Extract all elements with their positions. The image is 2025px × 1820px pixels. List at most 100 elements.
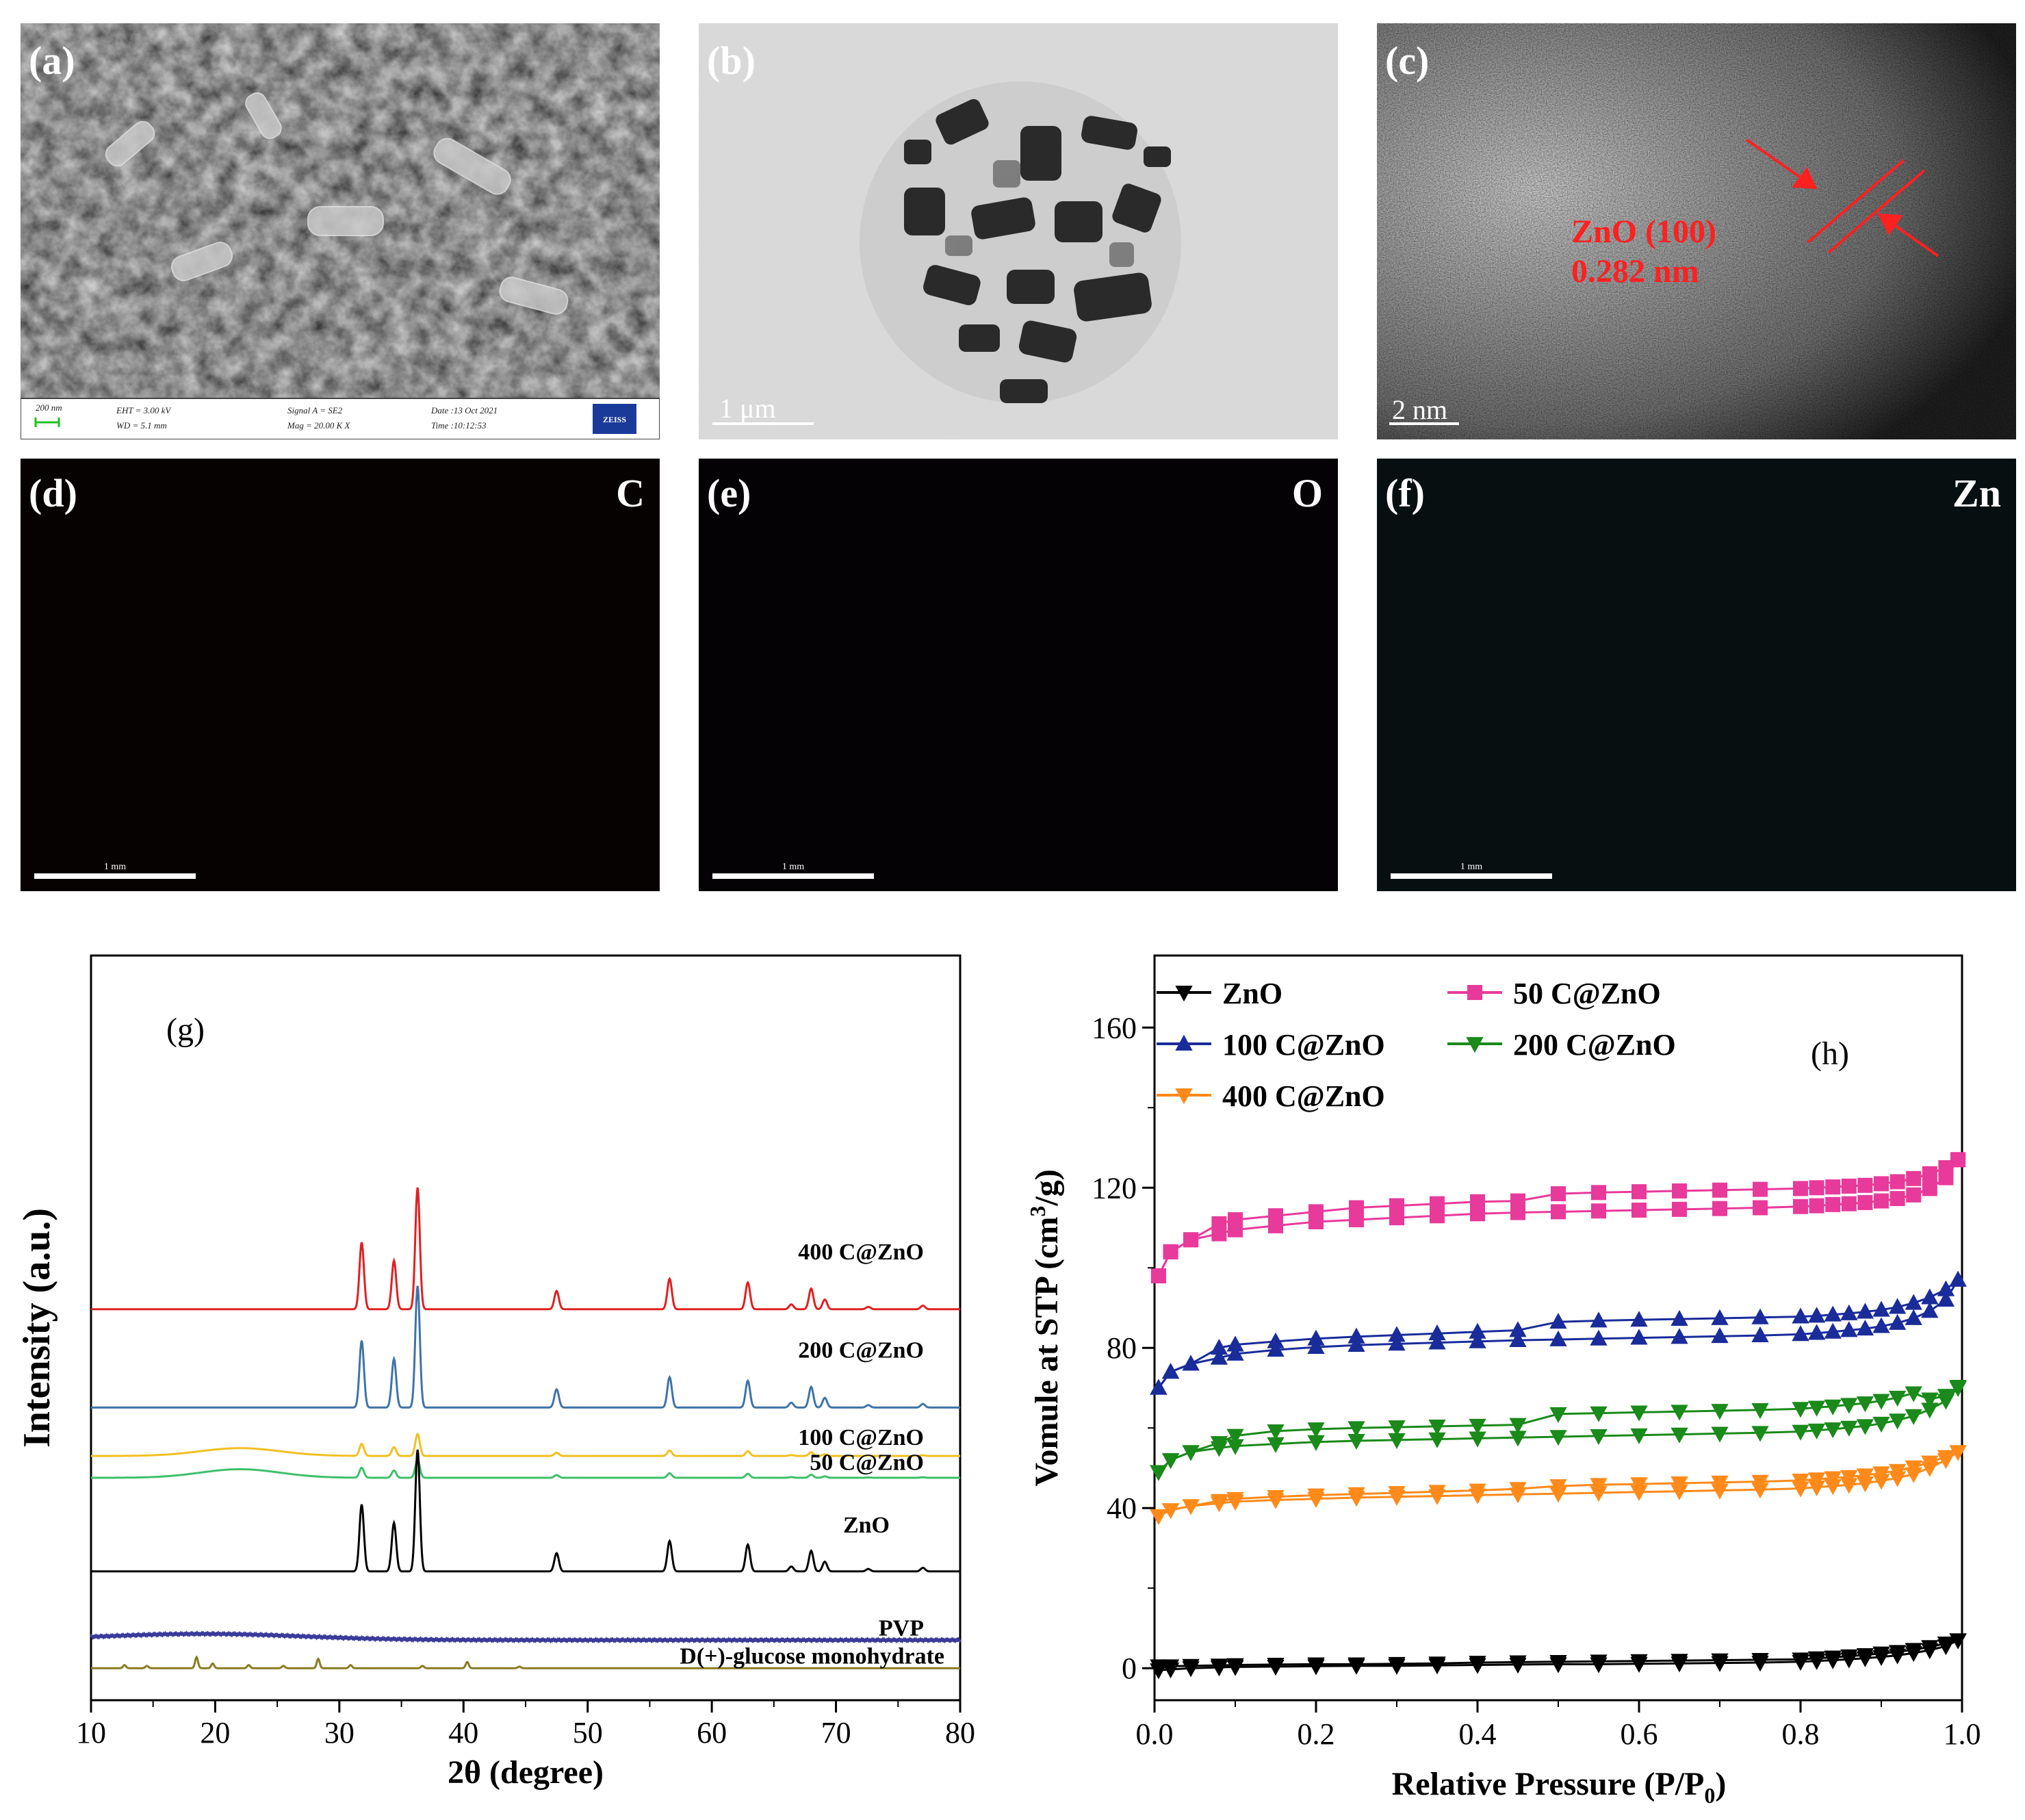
bet-point-100-c-zno bbox=[1630, 1311, 1648, 1327]
bet-point-400-c-zno bbox=[1590, 1486, 1608, 1502]
bet-point-200-c-zno bbox=[1671, 1405, 1688, 1421]
bet-point-100-c-zno bbox=[1549, 1330, 1567, 1346]
bet-point-50-c-zno bbox=[1389, 1198, 1404, 1214]
eds-zn-element: Zn bbox=[1952, 471, 2001, 515]
bet-point-zno bbox=[1840, 1649, 1858, 1665]
bet-point-200-c-zno bbox=[1921, 1402, 1939, 1419]
bet-point-50-c-zno bbox=[1922, 1166, 1937, 1181]
bet-point-100-c-zno bbox=[1307, 1329, 1325, 1346]
bet-point-200-c-zno bbox=[1549, 1430, 1567, 1446]
bet-point-400-c-zno bbox=[1751, 1474, 1769, 1491]
xrd-xlabel: 2θ (degree) bbox=[448, 1754, 604, 1791]
bet-point-400-c-zno bbox=[1267, 1489, 1285, 1507]
bet-point-zno bbox=[1150, 1659, 1168, 1676]
bet-point-200-c-zno bbox=[1807, 1423, 1826, 1439]
xrd-legend-200-c-zno: 200 C@ZnO bbox=[798, 1337, 924, 1363]
bet-point-400-c-zno bbox=[1428, 1485, 1446, 1501]
bet-point-400-c-zno bbox=[1671, 1484, 1688, 1500]
bet-point-100-c-zno bbox=[1872, 1317, 1890, 1333]
bet-point-50-c-zno bbox=[1349, 1200, 1364, 1216]
bet-point-400-c-zno bbox=[1840, 1478, 1858, 1494]
bet-point-200-c-zno bbox=[1856, 1396, 1874, 1413]
bet-point-100-c-zno bbox=[1469, 1322, 1486, 1339]
bet-point-100-c-zno bbox=[1937, 1290, 1955, 1307]
bet-point-400-c-zno bbox=[1150, 1509, 1168, 1526]
bet-point-200-c-zno bbox=[1921, 1392, 1939, 1409]
sem-wd: WD = 5.1 mm bbox=[116, 420, 167, 431]
bet-xlabel: Relative Pressure (P/P0) bbox=[1392, 1766, 1727, 1808]
bet-point-400-c-zno bbox=[1630, 1477, 1648, 1494]
bet-point-100-c-zno bbox=[1807, 1324, 1826, 1340]
xrd-legend-d-glucose-monohydrate: D(+)-glucose monohydrate bbox=[680, 1643, 944, 1669]
bet-point-100-c-zno bbox=[1549, 1313, 1567, 1329]
bet-point-100-c-zno bbox=[1840, 1304, 1858, 1320]
bet-point-50-c-zno bbox=[1825, 1196, 1841, 1212]
bet-panel-label: (h) bbox=[1811, 1036, 1849, 1072]
xrd-series-pvp bbox=[90, 1630, 962, 1644]
bet-legend-marker-200-c-zno bbox=[1466, 1037, 1484, 1053]
bet-point-50-c-zno bbox=[1672, 1201, 1687, 1217]
bet-ylabel: Vomule at STP (cm3/g) bbox=[1025, 1169, 1065, 1487]
bet-point-400-c-zno bbox=[1921, 1455, 1939, 1472]
hrtem-micrograph: ZnO (100) 0.282 nm 2 nm (c) bbox=[1377, 23, 2016, 439]
bet-ytick-label: 0 bbox=[1122, 1652, 1137, 1685]
hrtem-annotation-dspacing: 0.282 nm bbox=[1571, 253, 1699, 290]
bet-point-200-c-zno bbox=[1888, 1390, 1907, 1407]
bet-point-100-c-zno bbox=[1824, 1322, 1842, 1339]
xrd-series-400-c-zno bbox=[91, 1187, 960, 1311]
xrd-xtick-label: 50 bbox=[573, 1716, 603, 1749]
bet-point-zno bbox=[1792, 1652, 1809, 1669]
bet-point-200-c-zno bbox=[1872, 1394, 1890, 1410]
bet-point-zno bbox=[1711, 1653, 1729, 1669]
bet-point-200-c-zno bbox=[1888, 1413, 1907, 1430]
bet-point-100-c-zno bbox=[1872, 1300, 1890, 1317]
tem-micrograph: 1 μm (b) bbox=[699, 23, 1338, 439]
bet-point-50-c-zno bbox=[1183, 1232, 1199, 1248]
bet-legend-label-400-c-zno: 400 C@ZnO bbox=[1222, 1079, 1385, 1113]
xrd-xtick-label: 70 bbox=[821, 1716, 851, 1749]
bet-point-50-c-zno bbox=[1841, 1178, 1857, 1194]
bet-point-200-c-zno bbox=[1905, 1386, 1922, 1402]
bet-point-200-c-zno bbox=[1428, 1432, 1446, 1448]
bet-point-50-c-zno bbox=[1753, 1181, 1768, 1197]
bet-point-200-c-zno bbox=[1161, 1453, 1180, 1470]
bet-point-zno bbox=[1347, 1657, 1365, 1674]
bet-isotherm-chart: 0.0 0.2 0.4 0.6 0.8 1.0 0 40 80 120 160 ZnO 50 C@Zn… bbox=[1025, 954, 1981, 1808]
bet-point-200-c-zno bbox=[1226, 1439, 1244, 1455]
bet-point-50-c-zno bbox=[1150, 1268, 1166, 1283]
panel-f-eds-zn: 1 mm (f) Zn bbox=[1377, 459, 2016, 891]
bet-point-zno bbox=[1751, 1653, 1769, 1669]
bet-xtick-label: 0.2 bbox=[1298, 1717, 1335, 1751]
bet-point-400-c-zno bbox=[1711, 1483, 1729, 1500]
bet-point-100-c-zno bbox=[1888, 1313, 1907, 1330]
bet-point-50-c-zno bbox=[1510, 1193, 1525, 1209]
bet-point-200-c-zno bbox=[1267, 1424, 1285, 1441]
bet-point-200-c-zno bbox=[1751, 1426, 1769, 1442]
bet-point-200-c-zno bbox=[1509, 1418, 1527, 1434]
bet-point-400-c-zno bbox=[1751, 1483, 1769, 1499]
bet-point-100-c-zno bbox=[1856, 1319, 1874, 1336]
bet-point-zno bbox=[1182, 1658, 1200, 1675]
bet-point-400-c-zno bbox=[1509, 1482, 1527, 1498]
bet-point-100-c-zno bbox=[1509, 1331, 1527, 1348]
bet-point-100-c-zno bbox=[1792, 1307, 1809, 1324]
zeiss-logo bbox=[593, 404, 636, 434]
bet-point-50-c-zno bbox=[1268, 1208, 1283, 1224]
bet-point-100-c-zno bbox=[1671, 1328, 1688, 1344]
bet-point-400-c-zno bbox=[1226, 1491, 1244, 1508]
bet-point-100-c-zno bbox=[1428, 1324, 1446, 1341]
bet-point-400-c-zno bbox=[1856, 1476, 1874, 1493]
bet-ylabel-main: Vomule at STP (cm bbox=[1029, 1217, 1065, 1487]
bet-point-50-c-zno bbox=[1510, 1205, 1525, 1220]
bet-point-100-c-zno bbox=[1840, 1321, 1858, 1337]
bet-point-200-c-zno bbox=[1428, 1419, 1446, 1436]
bet-point-zno bbox=[1161, 1659, 1180, 1676]
panel-e-eds-o: 1 mm (e) O bbox=[699, 459, 1338, 891]
xrd-series-100-c-zno bbox=[91, 1432, 960, 1457]
bet-legend-label-100-c-zno: 100 C@ZnO bbox=[1222, 1028, 1385, 1062]
xrd-plot-frame bbox=[90, 954, 962, 1702]
bet-legend-marker-zno bbox=[1175, 986, 1193, 1002]
bet-ytick-label: 120 bbox=[1092, 1171, 1137, 1205]
bet-point-200-c-zno bbox=[1388, 1433, 1406, 1449]
bet-point-100-c-zno bbox=[1347, 1335, 1365, 1353]
